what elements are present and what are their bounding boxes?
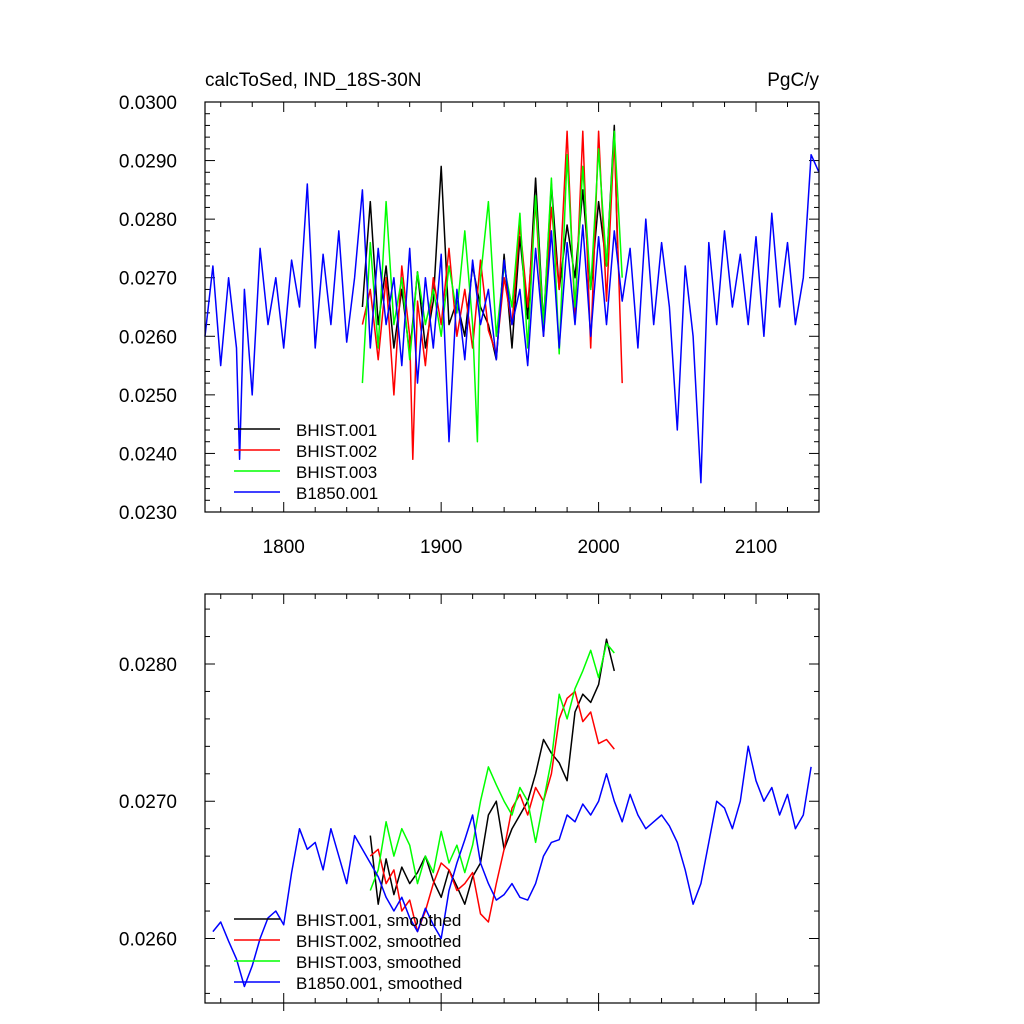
x-tick-label: 1800 [263,537,305,558]
y-tick-label: 0.0240 [119,444,177,465]
bottom-panel-axes: 0.0260 0.0270 0.0280 [119,594,820,1011]
legend-label: BHIST.002, smoothed [296,932,461,951]
series-line [204,153,820,484]
series-line [212,745,812,988]
bottom-panel-legend: BHIST.001, smoothed BHIST.002, smoothed BH… [234,911,462,993]
legend-label: BHIST.003 [296,463,377,482]
series-line [369,642,615,891]
legend-label: BHIST.001 [296,421,377,440]
y-tick-label: 0.0250 [119,386,177,407]
x-tick-label: 2000 [577,537,619,558]
y-tick-label: 0.0270 [119,792,177,813]
y-tick-label: 0.0260 [119,327,177,348]
top-panel-units: PgC/y [767,70,819,91]
y-tick-label: 0.0230 [119,503,177,524]
bottom-panel-frame [204,593,820,1004]
series-line [361,130,623,443]
legend-label: BHIST.002 [296,442,377,461]
series-line [369,638,616,905]
y-tick-label: 0.0300 [119,93,177,114]
top-panel-frame [204,101,820,513]
top-panel-title: calcToSed, IND_18S-30N [205,70,422,91]
legend-label: B1850.001 [296,484,378,503]
top-panel-axes: 1800 1900 2000 2100 0.0230 0.0240 0.0250 0.0260… [119,93,820,558]
top-panel-lines [204,124,820,484]
y-tick-label: 0.0280 [119,655,177,676]
legend-label: BHIST.003, smoothed [296,953,461,972]
legend-label: B1850.001, smoothed [296,974,462,993]
legend-label: BHIST.001, smoothed [296,911,461,930]
y-tick-label: 0.0280 [119,210,177,231]
series-line [369,690,615,933]
top-panel-legend: BHIST.001 BHIST.002 BHIST.003 B1850.001 [234,421,378,503]
x-tick-label: 1900 [420,537,462,558]
x-tick-label: 2100 [735,537,777,558]
y-tick-label: 0.0260 [119,929,177,950]
y-tick-label: 0.0290 [119,152,177,173]
bottom-panel-lines [212,638,812,988]
top-panel: calcToSed, IND_18S-30N PgC/y 1800 1900 200… [119,70,820,558]
y-tick-label: 0.0270 [119,269,177,290]
